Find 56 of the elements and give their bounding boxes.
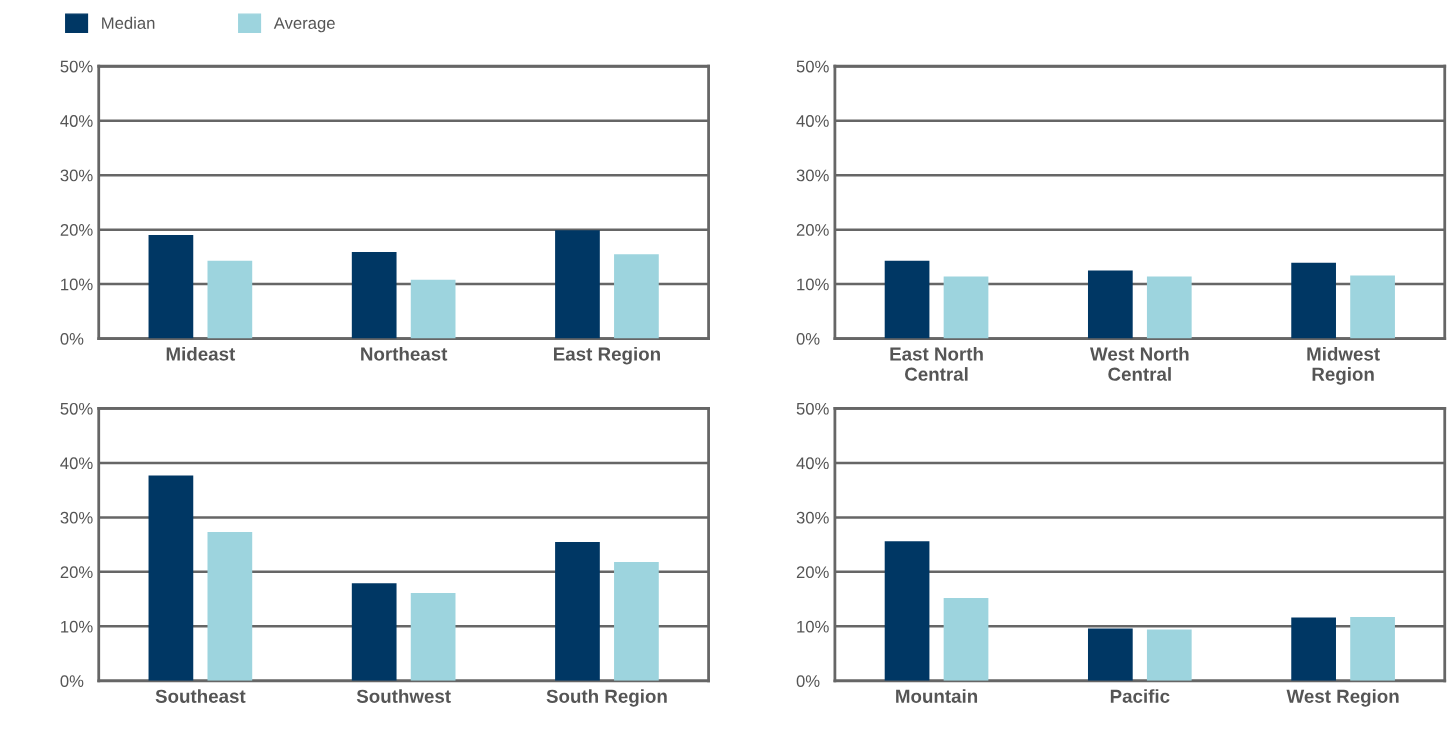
bar bbox=[410, 279, 456, 339]
y-tick-label: 0% bbox=[796, 675, 820, 687]
y-tick-label: 10% bbox=[797, 278, 829, 291]
bar bbox=[351, 583, 397, 681]
bar bbox=[555, 230, 600, 339]
y-tick-label: 50% bbox=[796, 402, 829, 415]
y-tick-label: 40% bbox=[60, 115, 93, 127]
x-tick-label: West Region bbox=[1286, 689, 1399, 707]
bar bbox=[1291, 617, 1336, 681]
x-tick-label: Southeast bbox=[155, 689, 246, 703]
y-tick-label: 30% bbox=[60, 511, 93, 524]
y-tick-label: 0% bbox=[60, 332, 84, 345]
x-tick-label: Mountain bbox=[896, 689, 978, 703]
bar bbox=[207, 260, 253, 339]
y-tick-label: 30% bbox=[60, 169, 93, 182]
y-tick-label: 40% bbox=[60, 457, 93, 470]
x-tick-label: Midwest Region bbox=[1307, 346, 1380, 385]
x-tick-label: Mideast bbox=[166, 346, 236, 361]
y-tick-label: 30% bbox=[796, 511, 829, 524]
y-tick-label: 20% bbox=[796, 224, 829, 236]
legend-label: Average bbox=[273, 17, 335, 33]
bar bbox=[884, 541, 930, 681]
bar bbox=[148, 475, 194, 681]
bar bbox=[614, 562, 659, 681]
legend-label: Median bbox=[102, 16, 155, 30]
x-tick-label: East Region bbox=[554, 346, 660, 365]
bar bbox=[1146, 629, 1192, 681]
y-tick-label: 20% bbox=[60, 224, 93, 236]
bar bbox=[1350, 617, 1395, 681]
x-tick-label: Northeast bbox=[361, 346, 448, 361]
bar bbox=[351, 251, 397, 339]
y-tick-label: 0% bbox=[60, 675, 84, 687]
bar bbox=[943, 598, 989, 681]
y-tick-label: 40% bbox=[796, 457, 829, 470]
y-tick-label: 50% bbox=[796, 60, 829, 73]
x-tick-label: West North Central bbox=[1090, 346, 1189, 381]
bar bbox=[410, 593, 456, 681]
y-tick-label: 50% bbox=[60, 60, 93, 73]
y-tick-label: 20% bbox=[796, 566, 829, 579]
bar bbox=[555, 541, 600, 681]
x-tick-label: South Region bbox=[546, 689, 667, 707]
x-tick-label: Southwest bbox=[356, 689, 451, 703]
y-tick-label: 40% bbox=[796, 115, 829, 127]
bar bbox=[207, 532, 253, 681]
y-tick-label: 20% bbox=[60, 566, 93, 579]
y-tick-label: 0% bbox=[796, 332, 820, 345]
y-tick-label: 10% bbox=[797, 620, 829, 633]
y-tick-label: 10% bbox=[61, 620, 93, 633]
y-tick-label: 50% bbox=[60, 402, 93, 415]
bar bbox=[148, 235, 194, 339]
bar bbox=[614, 254, 659, 339]
y-tick-label: 10% bbox=[61, 278, 93, 291]
y-tick-label: 30% bbox=[796, 169, 829, 182]
x-tick-label: Pacific bbox=[1110, 689, 1170, 703]
bar bbox=[1087, 628, 1133, 681]
x-tick-label: East North Central bbox=[890, 346, 983, 381]
